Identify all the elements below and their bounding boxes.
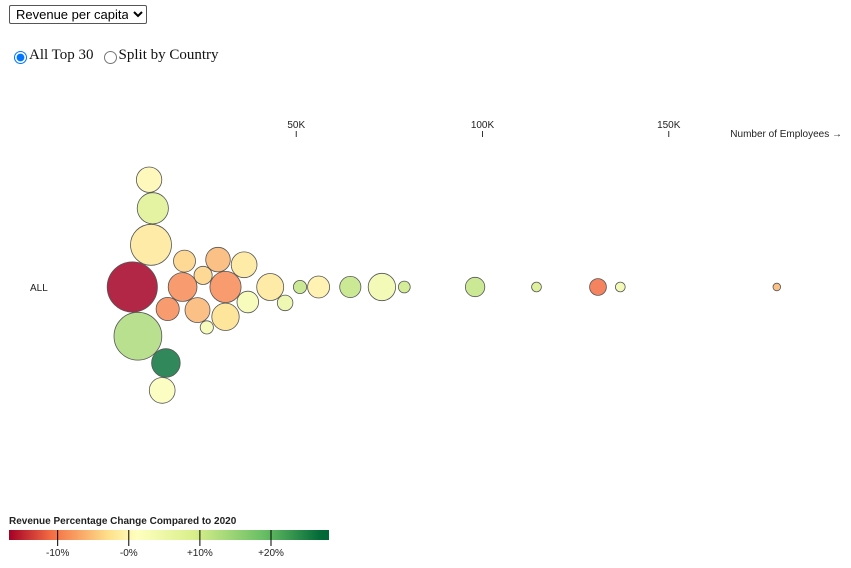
company-bubble[interactable] bbox=[193, 265, 213, 285]
all-top-30-label: All Top 30 bbox=[29, 47, 94, 63]
row-label-all: ALL bbox=[30, 283, 48, 294]
legend-tick-label: -0% bbox=[120, 548, 138, 559]
x-tick-label: 50K bbox=[287, 120, 305, 131]
company-bubble[interactable] bbox=[292, 279, 307, 294]
legend-tick-label: +10% bbox=[187, 548, 213, 559]
company-bubble[interactable] bbox=[136, 166, 163, 193]
company-bubble[interactable] bbox=[589, 278, 607, 296]
view-mode-radio-group: All Top 30 Split by Country bbox=[12, 47, 227, 64]
company-bubble[interactable] bbox=[276, 294, 294, 312]
company-bubble[interactable] bbox=[464, 276, 486, 298]
company-bubble[interactable] bbox=[772, 282, 781, 292]
company-bubble[interactable] bbox=[184, 297, 211, 324]
legend-tick-label: -10% bbox=[46, 548, 69, 559]
company-bubble[interactable] bbox=[614, 281, 626, 293]
all-top-30-radio[interactable] bbox=[14, 50, 27, 64]
bubbles-group bbox=[106, 166, 781, 404]
company-bubble[interactable] bbox=[106, 261, 158, 313]
company-bubble[interactable] bbox=[256, 273, 285, 301]
company-bubble[interactable] bbox=[209, 270, 242, 303]
company-bubble[interactable] bbox=[339, 275, 362, 298]
company-bubble[interactable] bbox=[151, 348, 181, 378]
company-bubble[interactable] bbox=[173, 249, 196, 273]
x-axis: 50K 100K 150K bbox=[287, 120, 681, 137]
company-bubble[interactable] bbox=[205, 246, 231, 273]
company-bubble[interactable] bbox=[230, 251, 258, 279]
metric-select[interactable]: Revenue per capita bbox=[9, 5, 147, 24]
x-axis-title: Number of Employees → bbox=[730, 129, 842, 140]
legend-color-bar bbox=[9, 530, 329, 540]
split-by-country-label: Split by Country bbox=[118, 47, 219, 63]
legend-tick-label: +20% bbox=[258, 548, 284, 559]
x-tick-label: 100K bbox=[471, 120, 495, 131]
x-tick-label: 150K bbox=[657, 120, 681, 131]
company-bubble[interactable] bbox=[397, 280, 411, 294]
company-bubble[interactable] bbox=[155, 296, 180, 321]
split-by-country-radio[interactable] bbox=[103, 50, 117, 64]
company-bubble[interactable] bbox=[199, 320, 214, 335]
company-bubble[interactable] bbox=[148, 377, 176, 404]
company-bubble[interactable] bbox=[236, 290, 260, 314]
company-bubble[interactable] bbox=[307, 275, 331, 299]
company-bubble[interactable] bbox=[367, 272, 396, 302]
company-bubble[interactable] bbox=[113, 311, 163, 361]
legend-title: Revenue Percentage Change Compared to 20… bbox=[9, 516, 237, 527]
company-bubble[interactable] bbox=[130, 223, 172, 266]
company-bubble[interactable] bbox=[531, 281, 542, 293]
split-by-country-option[interactable]: Split by Country bbox=[102, 47, 219, 64]
company-bubble[interactable] bbox=[167, 272, 198, 302]
all-top-30-option[interactable]: All Top 30 bbox=[12, 47, 94, 64]
color-legend: Revenue Percentage Change Compared to 20… bbox=[9, 516, 329, 559]
company-bubble[interactable] bbox=[211, 302, 240, 331]
legend-ticks: -10% -0% +10% +20% bbox=[46, 530, 284, 559]
company-bubble[interactable] bbox=[136, 192, 169, 225]
